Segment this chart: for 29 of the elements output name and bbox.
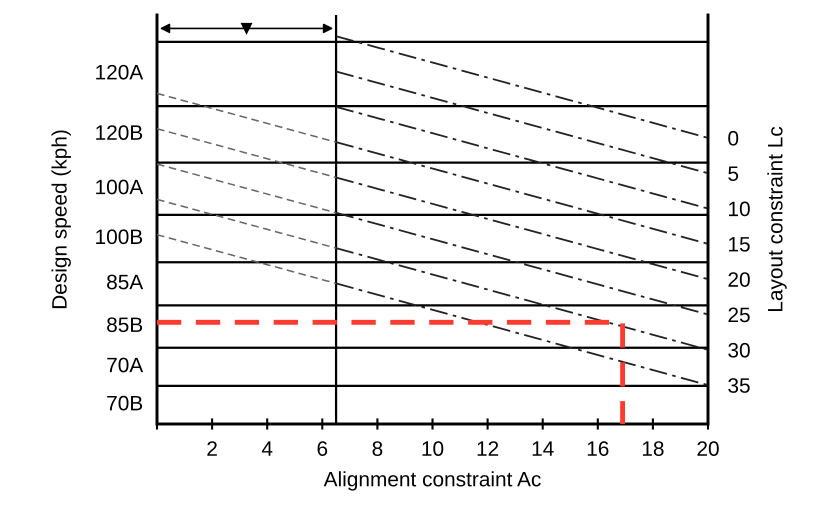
text: 70B (107, 396, 142, 411)
text: 100B (96, 229, 142, 244)
y2-tick-label: 0 (728, 130, 738, 146)
text: 100A (96, 180, 144, 194)
x-tick-label: 8 (372, 441, 382, 456)
text: 70A (107, 358, 144, 372)
y2-tick-label: 35 (728, 378, 750, 393)
text: 120A (96, 64, 144, 80)
x-tick-label: 18 (642, 441, 664, 456)
y2-tick-label: 20 (728, 272, 750, 287)
x-tick-label: 12 (478, 441, 498, 456)
y-axis-title: Design speed (kph) (51, 130, 71, 308)
text: 120B (96, 125, 142, 140)
x-tick-label: 20 (697, 441, 719, 456)
y2-tick-label: 10 (729, 202, 750, 216)
text: 85B (107, 317, 142, 332)
x-axis-title: Alignment constraint Ac (324, 471, 541, 491)
x-tick-label: 10 (422, 441, 444, 456)
y2-tick-label: 15 (729, 237, 750, 252)
y2-axis-title: Layout constraint Lc (767, 126, 787, 312)
x-tick-label: 6 (318, 441, 328, 456)
y2-tick-label: 25 (728, 308, 750, 322)
x-tick-label: 2 (207, 441, 217, 456)
x-tick-label: 16 (588, 441, 608, 456)
x-tick-label: 4 (262, 441, 272, 456)
x-tick-label: 14 (532, 441, 554, 456)
y2-tick-label: 30 (728, 342, 750, 358)
text: 85A (107, 274, 144, 290)
y2-tick-label: 5 (728, 166, 738, 181)
